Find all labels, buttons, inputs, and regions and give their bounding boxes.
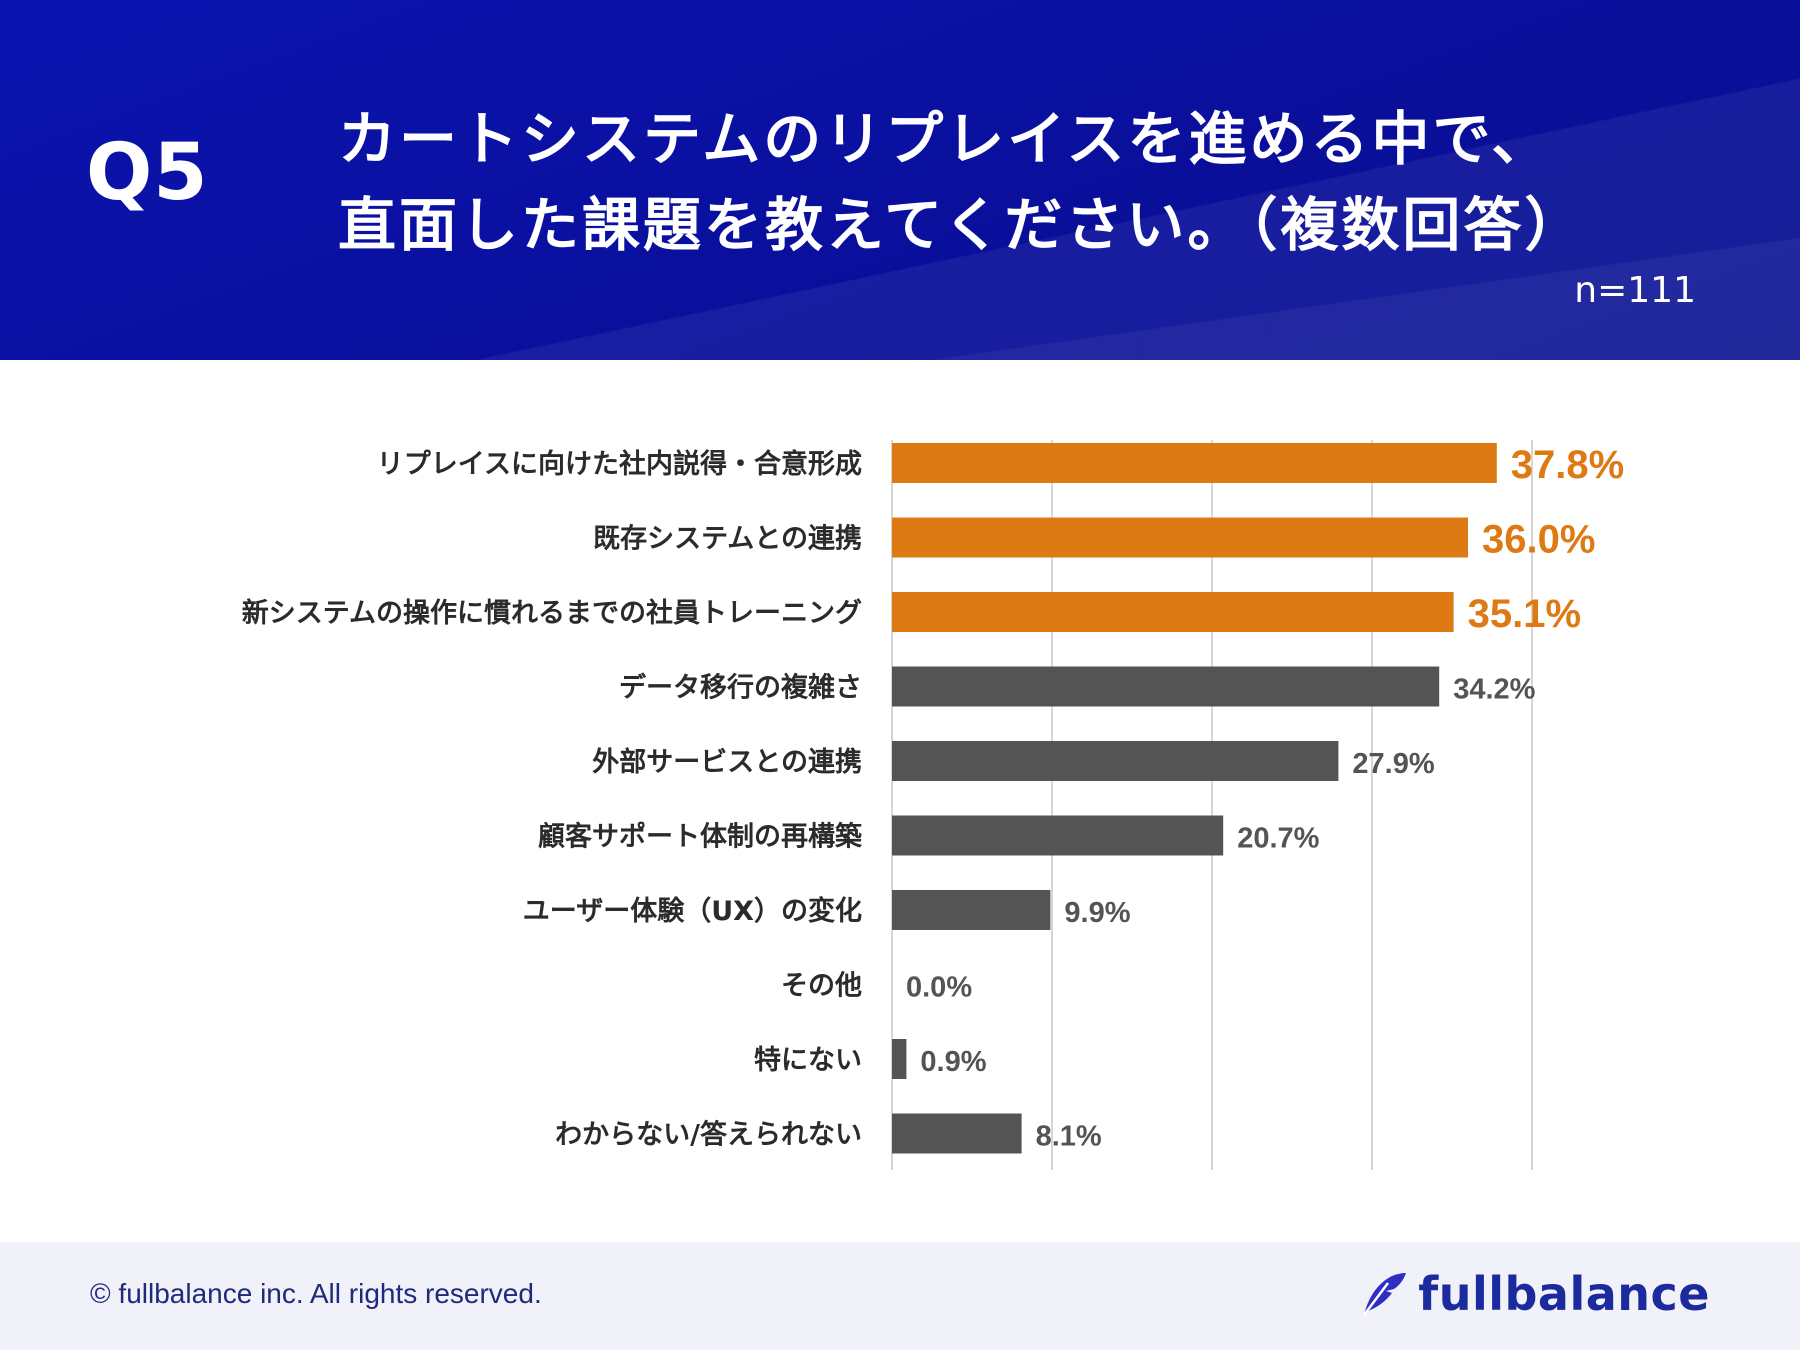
value-label: 35.1% [1468,592,1581,636]
sample-size: n=111 [1574,270,1696,311]
bar [892,517,1468,558]
bar-chart-svg: リプレイスに向けた社内説得・合意形成 37.8% 既存システムとの連携 36.0% 新シ… [242,440,1624,1170]
question-title-line1: カートシステムのリプレイスを進める中で、 [338,105,1553,173]
footer: © fullbalance inc. All rights reserved. … [0,1242,1800,1350]
value-label: 0.9% [920,1046,986,1078]
question-number: Q5 [86,128,209,218]
header-banner: Q5 カートシステムのリプレイスを進める中で、 直面した課題を教えてください。（… [0,0,1800,360]
category-label: 新システムの操作に慣れるまでの社員トレーニング [242,597,862,629]
copyright-text: © fullbalance inc. All rights reserved. [90,1278,542,1309]
brand-logo: fullbalance [1358,1264,1710,1324]
header-decoration [0,0,1800,360]
category-label: 顧客サポート体制の再構築 [538,821,863,853]
category-label: 既存システムとの連携 [593,524,862,555]
header-decoration-2 [0,0,1800,360]
feather-icon [1363,1273,1407,1316]
value-label: 0.0% [906,972,972,1004]
question-title-line2: 直面した課題を教えてください。（複数回答） [338,191,1586,259]
category-label: リプレイスに向けた社内説得・合意形成 [377,448,862,480]
category-label: 特にない [754,1045,862,1076]
bar [892,741,1339,781]
value-label: 37.8% [1511,443,1624,487]
bar [892,592,1454,632]
bar [892,666,1440,707]
category-label: データ移行の複雑さ [619,672,862,704]
value-label: 34.2% [1453,674,1535,706]
bar [892,815,1224,856]
bar [892,890,1051,930]
question-title: カートシステムのリプレイスを進める中で、 直面した課題を教えてください。（複数回… [338,96,1638,268]
value-label: 9.9% [1064,897,1130,929]
bar [892,1113,1022,1154]
value-label: 36.0% [1482,518,1595,562]
value-label: 27.9% [1352,748,1434,780]
category-label: わからない/答えられない [555,1119,862,1151]
bar-chart: リプレイスに向けた社内説得・合意形成 37.8% 既存システムとの連携 36.0% 新シ… [0,380,1800,1200]
category-label: その他 [781,971,862,1002]
bar [892,443,1497,483]
value-label: 8.1% [1036,1121,1102,1153]
value-label: 20.7% [1237,823,1319,855]
category-label: 外部サービスとの連携 [592,746,862,778]
bar [892,1039,907,1079]
category-label: ユーザー体験（UX）の変化 [523,895,862,927]
brand-name: fullbalance [1418,1267,1710,1321]
